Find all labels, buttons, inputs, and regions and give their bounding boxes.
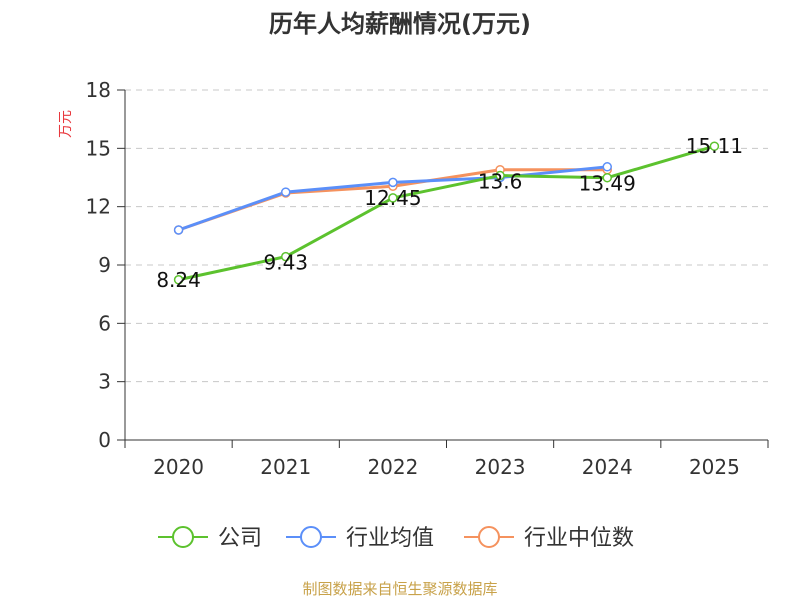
legend-label: 公司 (218, 526, 262, 551)
data-label: 12.45 (364, 186, 421, 210)
legend-swatch-marker (300, 526, 322, 548)
data-point (602, 162, 612, 172)
y-tick-label: 15 (86, 136, 111, 160)
legend-swatch-marker (478, 526, 500, 548)
data-label: 15.11 (686, 134, 743, 158)
y-tick-label: 0 (98, 428, 111, 452)
legend-label: 行业均值 (346, 526, 434, 551)
data-label: 13.49 (579, 172, 636, 196)
data-label: 8.24 (156, 268, 201, 292)
series-line (178, 144, 715, 282)
x-tick-label: 2024 (582, 455, 633, 479)
x-tick-label: 2023 (475, 455, 526, 479)
axes: 0 3 6 9 12 15 18 2020 2021 2022 2023 2024 2025 (86, 78, 769, 479)
chart-title: 历年人均薪酬情况(万元) (269, 10, 531, 38)
data-label: 13.6 (478, 170, 523, 194)
y-tick-label: 6 (98, 311, 111, 335)
y-tick-label: 3 (98, 370, 111, 394)
data-point (495, 170, 505, 181)
data-label: 9.43 (263, 251, 308, 275)
legend-swatch-marker (172, 526, 194, 548)
data-point (388, 193, 398, 203)
data-point (602, 172, 612, 183)
data-point (388, 177, 398, 188)
data-point (709, 141, 720, 151)
y-tick-label: 12 (86, 195, 111, 219)
data-labels: 8.24 9.43 12.45 13.6 13.49 15.11 (156, 134, 743, 292)
x-tick-label: 2022 (367, 455, 418, 479)
data-point (281, 251, 291, 262)
data-point (173, 275, 184, 285)
x-tick-label: 2021 (260, 455, 311, 479)
legend: 公司 行业均值 行业中位数 (158, 526, 634, 551)
data-point (281, 187, 291, 197)
y-axis-label: 万元 (58, 110, 74, 138)
x-tick-label: 2020 (153, 455, 204, 479)
gridlines (125, 89, 768, 383)
legend-label: 行业中位数 (524, 526, 634, 551)
source-note: 制图数据来自恒生聚源数据库 (302, 580, 497, 598)
y-tick-label: 9 (98, 253, 111, 277)
series-lines (178, 144, 715, 282)
y-tick-label: 18 (86, 78, 111, 102)
series-points (173, 141, 720, 285)
x-tick-label: 2025 (689, 455, 740, 479)
data-point (173, 225, 184, 235)
